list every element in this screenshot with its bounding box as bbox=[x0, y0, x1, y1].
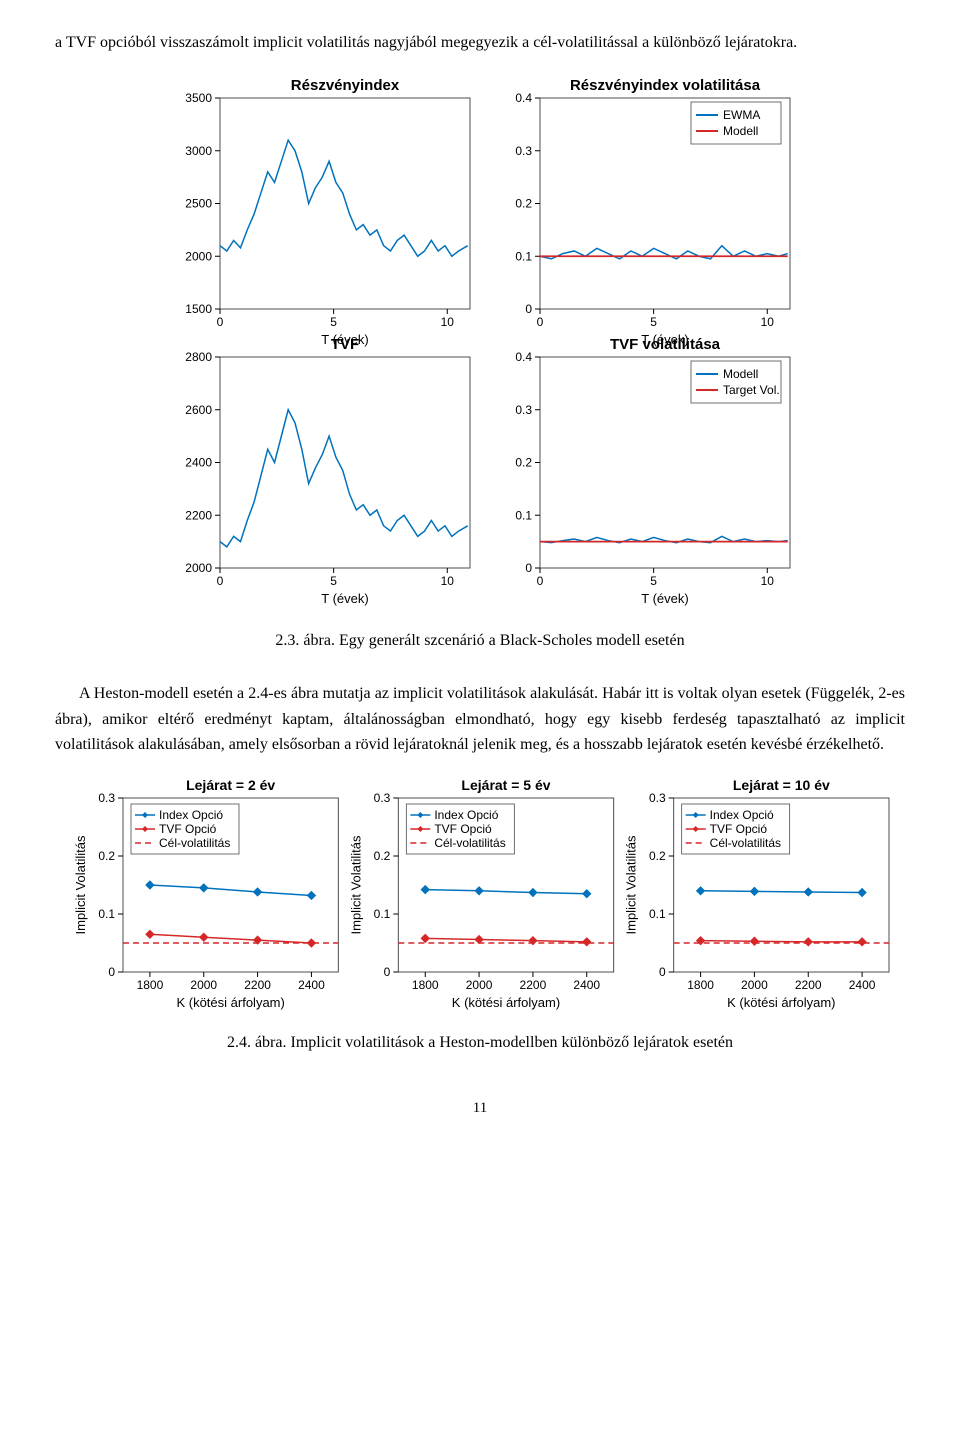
svg-text:2200: 2200 bbox=[520, 978, 547, 992]
svg-text:Implicit Volatilitás: Implicit Volatilitás bbox=[624, 835, 639, 934]
svg-text:Cél-volatilitás: Cél-volatilitás bbox=[710, 836, 781, 850]
svg-text:K (kötési árfolyam): K (kötési árfolyam) bbox=[727, 995, 835, 1010]
svg-text:5: 5 bbox=[330, 574, 337, 588]
svg-text:0: 0 bbox=[525, 561, 532, 575]
svg-text:0.1: 0.1 bbox=[649, 907, 666, 921]
svg-text:1800: 1800 bbox=[412, 978, 439, 992]
svg-text:Lejárat = 2 év: Lejárat = 2 év bbox=[186, 777, 275, 793]
svg-text:1800: 1800 bbox=[687, 978, 714, 992]
svg-text:Lejárat = 10 év: Lejárat = 10 év bbox=[733, 777, 830, 793]
svg-text:Modell: Modell bbox=[723, 124, 758, 138]
svg-text:Részvényindex volatilitása: Részvényindex volatilitása bbox=[570, 77, 761, 94]
svg-text:K (kötési árfolyam): K (kötési árfolyam) bbox=[452, 995, 560, 1010]
svg-text:0.4: 0.4 bbox=[515, 350, 532, 364]
paragraph-top: a TVF opcióból visszaszámolt implicit vo… bbox=[55, 30, 905, 56]
svg-text:Implicit Volatilitás: Implicit Volatilitás bbox=[73, 835, 88, 934]
figure-2-caption: 2.4. ábra. Implicit volatilitások a Hest… bbox=[55, 1030, 905, 1056]
svg-text:5: 5 bbox=[650, 315, 657, 329]
svg-text:0: 0 bbox=[217, 574, 224, 588]
svg-text:2800: 2800 bbox=[185, 350, 212, 364]
svg-text:10: 10 bbox=[441, 574, 455, 588]
svg-text:TVF Opció: TVF Opció bbox=[434, 822, 492, 836]
svg-text:2400: 2400 bbox=[298, 978, 325, 992]
svg-text:0.3: 0.3 bbox=[649, 791, 666, 805]
svg-text:0.4: 0.4 bbox=[515, 91, 532, 105]
svg-text:0.2: 0.2 bbox=[515, 196, 532, 210]
svg-text:Cél-volatilitás: Cél-volatilitás bbox=[159, 836, 230, 850]
svg-text:2400: 2400 bbox=[849, 978, 876, 992]
svg-text:2400: 2400 bbox=[573, 978, 600, 992]
svg-text:1500: 1500 bbox=[185, 302, 212, 316]
svg-text:TVF Opció: TVF Opció bbox=[159, 822, 217, 836]
svg-text:0: 0 bbox=[108, 965, 115, 979]
svg-text:T (évek): T (évek) bbox=[321, 591, 368, 606]
svg-text:0.1: 0.1 bbox=[98, 907, 115, 921]
svg-text:Lejárat = 5 év: Lejárat = 5 év bbox=[461, 777, 550, 793]
svg-text:2000: 2000 bbox=[190, 978, 217, 992]
svg-text:2200: 2200 bbox=[185, 508, 212, 522]
figure-1-svg: 0 5 10 1500 2000 2500 3000 3500 Részvényindex T (… bbox=[160, 74, 800, 614]
svg-text:T (évek): T (évek) bbox=[641, 591, 688, 606]
svg-text:2600: 2600 bbox=[185, 402, 212, 416]
svg-text:10: 10 bbox=[761, 574, 775, 588]
svg-text:5: 5 bbox=[330, 315, 337, 329]
svg-text:TVF volatilitása: TVF volatilitása bbox=[610, 336, 721, 353]
svg-text:Index Opció: Index Opció bbox=[159, 808, 223, 822]
svg-text:2200: 2200 bbox=[244, 978, 271, 992]
svg-text:Index Opció: Index Opció bbox=[434, 808, 498, 822]
svg-text:2400: 2400 bbox=[185, 455, 212, 469]
svg-text:K (kötési árfolyam): K (kötési árfolyam) bbox=[176, 995, 284, 1010]
svg-text:2200: 2200 bbox=[795, 978, 822, 992]
figure-1: 0 5 10 1500 2000 2500 3000 3500 Részvényindex T (… bbox=[55, 74, 905, 614]
svg-text:Index Opció: Index Opció bbox=[710, 808, 774, 822]
svg-text:0.3: 0.3 bbox=[515, 143, 532, 157]
svg-text:0: 0 bbox=[537, 315, 544, 329]
svg-text:EWMA: EWMA bbox=[723, 108, 760, 122]
svg-text:0.2: 0.2 bbox=[98, 849, 115, 863]
svg-text:10: 10 bbox=[761, 315, 775, 329]
svg-text:Target Vol.: Target Vol. bbox=[723, 383, 780, 397]
svg-text:0: 0 bbox=[217, 315, 224, 329]
svg-text:0: 0 bbox=[659, 965, 666, 979]
figure-1-caption: 2.3. ábra. Egy generált szcenárió a Blac… bbox=[55, 628, 905, 654]
svg-text:0.3: 0.3 bbox=[515, 402, 532, 416]
svg-text:0.2: 0.2 bbox=[374, 849, 391, 863]
svg-text:10: 10 bbox=[441, 315, 455, 329]
svg-text:0.1: 0.1 bbox=[515, 508, 532, 522]
svg-text:Cél-volatilitás: Cél-volatilitás bbox=[434, 836, 505, 850]
svg-text:0.1: 0.1 bbox=[374, 907, 391, 921]
svg-text:0.1: 0.1 bbox=[515, 249, 532, 263]
figure-2-svg: 1800 2000 2200 2400 0 0.1 0.2 0.3 Lejárat = 2 év… bbox=[65, 776, 895, 1016]
svg-text:Részvényindex: Részvényindex bbox=[291, 77, 400, 94]
svg-text:1800: 1800 bbox=[137, 978, 164, 992]
svg-text:5: 5 bbox=[650, 574, 657, 588]
svg-text:0: 0 bbox=[384, 965, 391, 979]
svg-text:TVF Opció: TVF Opció bbox=[710, 822, 768, 836]
svg-text:3500: 3500 bbox=[185, 91, 212, 105]
svg-text:0: 0 bbox=[537, 574, 544, 588]
svg-text:2000: 2000 bbox=[185, 561, 212, 575]
svg-text:TVF: TVF bbox=[331, 336, 359, 353]
svg-text:2500: 2500 bbox=[185, 196, 212, 210]
svg-text:Modell: Modell bbox=[723, 367, 758, 381]
svg-text:3000: 3000 bbox=[185, 143, 212, 157]
paragraph-mid: A Heston-modell esetén a 2.4-es ábra mut… bbox=[55, 681, 905, 758]
svg-text:0.3: 0.3 bbox=[374, 791, 391, 805]
svg-text:2000: 2000 bbox=[741, 978, 768, 992]
svg-text:Implicit Volatilitás: Implicit Volatilitás bbox=[348, 835, 363, 934]
svg-text:0.2: 0.2 bbox=[515, 455, 532, 469]
svg-text:2000: 2000 bbox=[466, 978, 493, 992]
svg-text:0.2: 0.2 bbox=[649, 849, 666, 863]
figure-2: 1800 2000 2200 2400 0 0.1 0.2 0.3 Lejárat = 2 év… bbox=[55, 776, 905, 1016]
svg-text:0.3: 0.3 bbox=[98, 791, 115, 805]
svg-text:0: 0 bbox=[525, 302, 532, 316]
page-number: 11 bbox=[55, 1096, 905, 1120]
svg-text:2000: 2000 bbox=[185, 249, 212, 263]
